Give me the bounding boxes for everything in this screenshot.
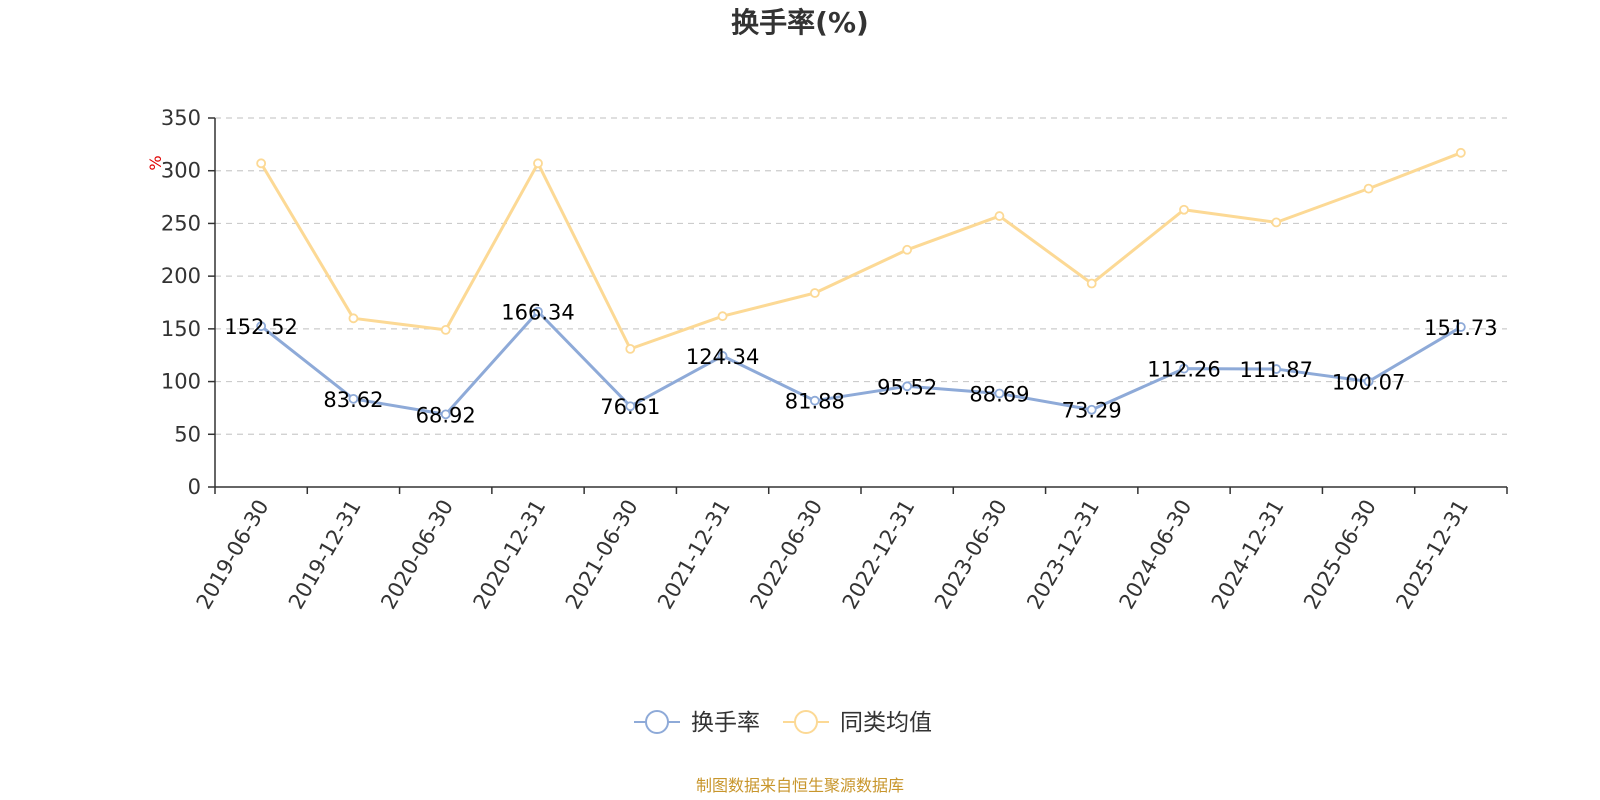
data-point [809,395,820,406]
data-label: 111.87 [1240,358,1313,382]
x-tick-label: 2020-12-31 [469,496,551,614]
data-labels: 152.52 83.62 68.92 166.34 76.61 124.34 81.88 95… [224,301,1497,428]
data-point [1179,204,1189,215]
y-tick-label: 200 [161,264,201,288]
x-tick-label: 2025-12-31 [1391,496,1473,614]
data-point [902,381,913,392]
data-point [1086,278,1097,289]
series-line-0 [260,310,1462,416]
x-tick-label: 2019-12-31 [284,496,366,614]
data-label: 151.73 [1424,316,1497,340]
data-point [348,313,359,324]
data-point [533,158,543,169]
y-tick-label: 50 [174,422,201,446]
data-point [533,306,543,317]
axes [208,117,1508,494]
x-tick-label: 2024-12-31 [1207,496,1289,614]
legend-item-0[interactable]: 换手率 [634,710,760,736]
data-label: 68.92 [416,403,476,427]
source-note: 制图数据来自恒生聚源数据库 [696,776,904,795]
data-point [1179,363,1189,374]
grid-lines [215,117,1507,435]
data-point [1271,364,1282,374]
data-point [440,325,451,335]
legend[interactable]: 换手率 同类均值 [634,710,932,736]
data-point [348,393,359,404]
data-point [625,401,636,412]
x-tick-label: 2021-06-30 [561,496,643,614]
series-line-1 [259,151,1462,351]
data-point [1363,376,1374,387]
y-tick-label: 100 [161,370,201,394]
data-label: 152.52 [224,315,297,339]
legend-item-1[interactable]: 同类均值 [783,710,932,736]
y-axis-unit: % [146,155,165,170]
legend-marker [645,710,669,734]
data-point [440,409,451,420]
data-label: 73.29 [1062,399,1122,423]
data-label: 100.07 [1332,370,1405,394]
data-point [256,321,267,332]
x-tick-label: 2024-06-30 [1115,496,1197,614]
data-point [256,158,267,169]
y-tick-label: 300 [161,159,201,183]
data-point [1455,322,1466,332]
x-tick-label: 2019-06-30 [192,496,274,614]
x-axis-ticks: 2019-06-30 2019-12-31 2020-06-30 2020-12-31… [192,496,1474,614]
data-point [717,351,728,361]
data-label: 88.69 [969,382,1029,406]
x-tick-label: 2022-12-31 [838,496,920,614]
data-label: 112.26 [1147,358,1220,382]
x-tick-label: 2023-12-31 [1022,496,1104,614]
data-point [1363,183,1374,194]
x-tick-label: 2021-12-31 [653,496,735,614]
data-point [902,244,913,255]
data-label: 81.88 [785,390,845,414]
x-tick-label: 2023-06-30 [930,496,1012,614]
data-label: 166.34 [501,301,574,325]
y-tick-label: 150 [161,317,201,341]
y-axis-ticks: 0 50 100 150 200 250 300 350 [161,106,201,499]
legend-marker [794,710,818,734]
data-point [1455,147,1466,158]
x-tick-label: 2025-06-30 [1299,496,1381,614]
data-label: 95.52 [877,375,937,399]
data-point [994,211,1005,221]
chart-title: 换手率(%) [731,6,869,39]
series-lines [256,147,1466,420]
y-tick-label: 350 [161,106,201,130]
x-tick-label: 2022-06-30 [745,496,827,614]
y-tick-label: 0 [188,475,201,499]
legend-label: 换手率 [691,710,760,736]
legend-label: 同类均值 [840,710,932,736]
data-point [809,288,820,298]
data-point [1271,217,1282,228]
y-tick-label: 250 [161,211,201,235]
data-point [625,343,636,354]
data-point [994,388,1005,399]
data-label: 124.34 [686,345,759,369]
data-label: 76.61 [600,395,660,419]
data-label: 83.62 [323,388,383,412]
x-tick-label: 2020-06-30 [376,496,458,614]
data-point [1086,404,1097,415]
data-point [717,311,728,322]
